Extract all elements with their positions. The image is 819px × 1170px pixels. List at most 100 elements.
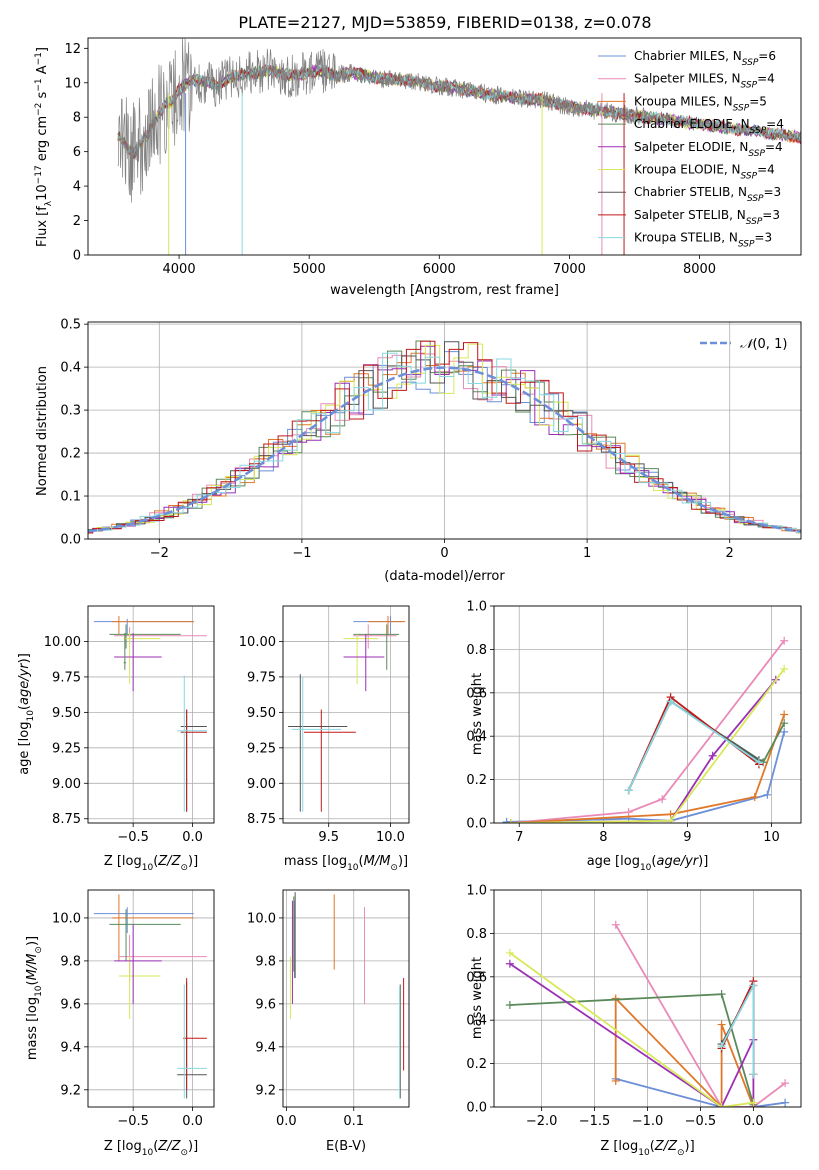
mass-weight-series-line xyxy=(627,695,760,791)
x-tick-label: 0 xyxy=(440,546,448,561)
x-tick-label: 10 xyxy=(763,830,780,845)
legend-entry: Salpeter ELODIE, NSSP=4 xyxy=(634,140,783,159)
x-tick-label: −2 xyxy=(150,546,169,561)
y-tick-label: 0.0 xyxy=(466,1101,487,1116)
x-tick-label: 9.5 xyxy=(318,830,339,845)
y-tick-label: 1.0 xyxy=(466,884,487,899)
axes-frame xyxy=(282,889,410,1108)
data-point-marker xyxy=(502,817,511,823)
residual-histogram-series xyxy=(88,352,801,533)
y-tick-label: 9.25 xyxy=(52,741,81,756)
data-point-marker xyxy=(717,1042,726,1051)
mass-weight-series-line xyxy=(615,1077,786,1107)
data-point-marker xyxy=(717,1020,726,1029)
plot-area xyxy=(88,340,801,534)
y-axis-label: Flux [fλ10−17 erg cm−2 s−1 A−1] xyxy=(34,47,54,247)
data-point-marker xyxy=(717,990,726,999)
axes-frame xyxy=(87,321,802,540)
y-tick-label: 9.6 xyxy=(60,997,81,1012)
residual-histogram-series xyxy=(88,345,801,534)
mass-weight-series-line xyxy=(614,924,786,1107)
x-axis-label: age [log10(age/yr)] xyxy=(587,854,709,873)
legend-entry: Kroupa STELIB, NSSP=3 xyxy=(634,231,772,250)
data-point-marker xyxy=(666,816,675,823)
y-tick-label: 0.3 xyxy=(60,404,81,419)
y-tick-label: 0.6 xyxy=(466,686,487,701)
y-tick-label: 9.4 xyxy=(255,1040,276,1055)
x-tick-label: 8 xyxy=(599,830,607,845)
y-tick-label: 4 xyxy=(73,180,81,195)
plot-area xyxy=(289,892,405,1099)
y-tick-label: 0.2 xyxy=(60,447,81,462)
y-tick-label: 0.4 xyxy=(466,1014,487,1029)
data-point-marker xyxy=(708,751,717,760)
x-tick-label: 5000 xyxy=(293,262,326,277)
data-point-marker xyxy=(505,959,514,968)
data-point-marker xyxy=(611,1076,620,1085)
y-tick-label: 9.75 xyxy=(52,670,81,685)
legend-entry: Kroupa ELODIE, NSSP=4 xyxy=(634,163,775,182)
x-tick-label: −1 xyxy=(292,546,311,561)
data-point-marker xyxy=(781,1079,790,1088)
y-tick-label: 10.00 xyxy=(239,635,276,650)
spectrum-panel: 4000 5000 6000 7000 8000 0 2 4 6 8 10 12 wavelength … xyxy=(34,37,802,298)
y-tick-label: 9.00 xyxy=(247,777,276,792)
legend-entry: Chabrier ELODIE, NSSP=4 xyxy=(634,117,784,136)
y-tick-label: 9.2 xyxy=(255,1083,276,1098)
x-tick-label: 9 xyxy=(683,830,691,845)
y-tick-label: 9.75 xyxy=(247,670,276,685)
mass-weight-series-line xyxy=(509,952,754,1107)
x-tick-label: 10.0 xyxy=(376,830,405,845)
x-tick-label: 0.0 xyxy=(743,1114,764,1129)
y-tick-label: 10.0 xyxy=(52,911,81,926)
legend-entry: Salpeter STELIB, NSSP=3 xyxy=(634,208,780,227)
data-point-marker xyxy=(754,758,763,767)
y-tick-label: 9.50 xyxy=(247,706,276,721)
age-vs-mass-panel: 9.5 10.0 8.75 9.00 9.25 9.50 9.75 10.00 mass [lo… xyxy=(239,605,410,873)
data-point-marker xyxy=(624,808,633,817)
y-tick-label: 0.0 xyxy=(60,533,81,548)
x-tick-label: 8000 xyxy=(683,262,716,277)
data-point-marker xyxy=(666,697,675,706)
x-axis-label: (data-model)/error xyxy=(384,569,505,584)
x-tick-label: −0.5 xyxy=(685,1114,717,1129)
data-point-marker xyxy=(780,727,789,736)
y-tick-label: 8.75 xyxy=(52,812,81,827)
x-axis-label: Z [log10(Z/Z⊙)] xyxy=(104,1139,198,1158)
data-point-marker xyxy=(611,994,620,1003)
x-axis-label: Z [log10(Z/Z⊙)] xyxy=(600,1139,694,1158)
y-tick-label: 0.6 xyxy=(466,970,487,985)
mass-weight-vs-age-panel: 7 8 9 10 0.0 0.2 0.4 0.6 0.8 1.0 age [log10(age/yr… xyxy=(466,600,802,873)
y-axis-label: Normed distribution xyxy=(35,366,50,496)
normal-distribution-curve xyxy=(88,366,801,533)
axes-frame xyxy=(87,605,215,824)
data-point-marker xyxy=(750,792,759,801)
mass-weight-series-line xyxy=(510,640,785,823)
x-tick-label: −0.5 xyxy=(117,1114,149,1129)
plot-area xyxy=(287,615,406,812)
y-tick-label: 9.8 xyxy=(60,954,81,969)
axes-frame xyxy=(282,605,410,824)
x-axis-label: wavelength [Angstrom, rest frame] xyxy=(330,283,559,298)
x-tick-label: 0.0 xyxy=(182,830,203,845)
mass-vs-ebv-panel: 0.0 0.1 9.2 9.4 9.6 9.8 10.0 E(B-V) xyxy=(247,889,410,1154)
legend-entry: Salpeter MILES, NSSP=4 xyxy=(634,72,775,91)
y-tick-label: 0.2 xyxy=(466,1057,487,1072)
mass-weight-series-line xyxy=(509,993,755,1106)
mass-weight-series-line xyxy=(509,963,755,1107)
y-axis-label: mass weight xyxy=(470,673,485,755)
data-point-marker xyxy=(780,636,789,645)
x-axis-label: mass [log10(M/M⊙)] xyxy=(284,854,408,873)
plot-area xyxy=(117,38,801,255)
mass-weight-series-line xyxy=(720,985,755,1075)
x-tick-label: −2.0 xyxy=(526,1114,558,1129)
y-axis-label: age [log10(age/yr)] xyxy=(17,653,36,775)
y-tick-label: 1.0 xyxy=(466,600,487,615)
x-tick-label: 4000 xyxy=(163,262,196,277)
age-vs-metallicity-panel: −0.5 0.0 8.75 9.00 9.25 9.50 9.75 10.00 Z [log10… xyxy=(17,605,215,873)
y-tick-label: 9.8 xyxy=(255,954,276,969)
y-tick-label: 0.8 xyxy=(466,643,487,658)
y-tick-label: 9.4 xyxy=(60,1040,81,1055)
residual-histogram-series xyxy=(88,343,801,532)
